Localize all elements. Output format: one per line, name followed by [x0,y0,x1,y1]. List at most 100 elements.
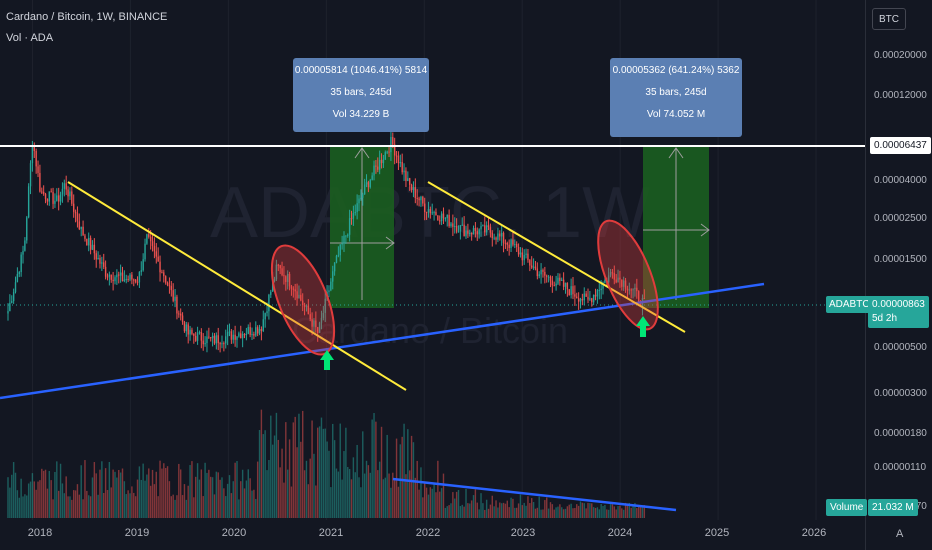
volume-bar [142,463,144,518]
volume-bar [519,494,522,518]
volume-bar [101,461,103,518]
volume-bar [378,461,381,518]
candle-body [136,281,139,283]
volume-bar [384,477,386,518]
candle-body [42,191,45,194]
volume-bar [532,502,535,518]
candle-body [609,272,612,276]
volume-bar [424,483,426,518]
currency-badge[interactable]: BTC [872,8,906,30]
volume-bar [534,508,537,518]
candle-body [290,286,293,289]
volume-bar [559,504,561,518]
candle-body [424,203,426,212]
measure-box-2[interactable]: 0.00005362 (641.24%) 5362 35 bars, 245d … [610,58,742,137]
bar-countdown: 5d 2h [872,313,898,324]
volume-bar [140,479,142,518]
candle-body [517,246,520,255]
candle-body [454,225,456,227]
candle-body [163,272,165,277]
candle-body [170,286,173,291]
volume-bar [108,462,111,518]
candle-body [236,336,238,340]
volume-bar [174,499,176,518]
candle-body [245,333,248,336]
price-scale[interactable] [865,0,932,550]
candle-body [217,335,219,344]
volume-bar [448,505,450,518]
candle-body [221,343,223,345]
candle-body [561,279,563,281]
volume-bar [134,496,137,518]
volume-bar [159,460,161,518]
volume-bar [469,503,471,518]
time-tick: 2018 [27,527,53,539]
candle-body [439,220,441,222]
candle-body [544,271,546,276]
volume-bar [437,460,439,518]
volume-bar [592,507,595,518]
candle-body [89,237,92,250]
volume-bar [604,504,606,518]
volume-bar [181,495,184,518]
volume-bar [362,431,364,518]
volume-bar [410,435,413,518]
candle-body [35,150,37,167]
volume-bar [163,463,165,518]
volume-bar [129,493,131,518]
volume-bar [27,483,30,518]
volume-bar [444,507,447,518]
volume-bar [54,471,56,518]
candle-body [61,188,64,195]
volume-bar [93,462,96,518]
volume-bar [127,490,129,518]
candle-body [429,209,432,214]
candle-body [581,299,584,301]
candle-body [54,200,56,204]
candle-body [350,218,353,220]
candle-body [179,313,182,316]
volume-bar [579,501,582,518]
candle-body [572,286,574,295]
price-tick: 0.00000180 [874,428,927,439]
volume-bar [553,509,555,518]
price-tick: 0.00002500 [874,213,927,224]
candle-body [630,289,632,291]
volume-bar [320,417,323,518]
candle-body [392,137,394,145]
volume-bar [568,504,570,518]
volume-bar [288,439,291,518]
candle-body [183,322,186,332]
volume-bar [29,481,32,518]
volume-bar [551,504,554,518]
last-price-value: 0.00000863 [872,299,925,310]
volume-bar [600,504,602,518]
candle-body [437,215,439,221]
volume-bar [72,490,75,518]
auto-scale-button[interactable]: A [896,528,904,540]
candle-body [512,239,514,245]
volume-bar [198,479,201,518]
up-arrow-2021 [320,350,334,370]
volume-bar [183,484,186,518]
volume-bar [273,435,276,518]
volume-bar [377,470,379,518]
candle-body [230,331,233,340]
measure-box-1[interactable]: 0.00005814 (1046.41%) 5814 35 bars, 245d… [293,58,429,132]
candle-body [84,235,86,239]
candle-body [459,225,462,232]
volume-bar [56,461,58,518]
volume-bar [634,503,636,518]
volume-bar [561,507,563,518]
candle-body [273,279,276,282]
candle-body [178,313,180,315]
volume-bar [418,489,420,518]
candle-body [414,187,417,199]
candle-body [515,243,518,247]
volume-bar [65,476,67,518]
volume-bar [76,484,79,518]
volume-bar [335,468,338,518]
symbol-ticker-flag: ADABTC [826,296,873,313]
volume-bar [529,503,531,518]
